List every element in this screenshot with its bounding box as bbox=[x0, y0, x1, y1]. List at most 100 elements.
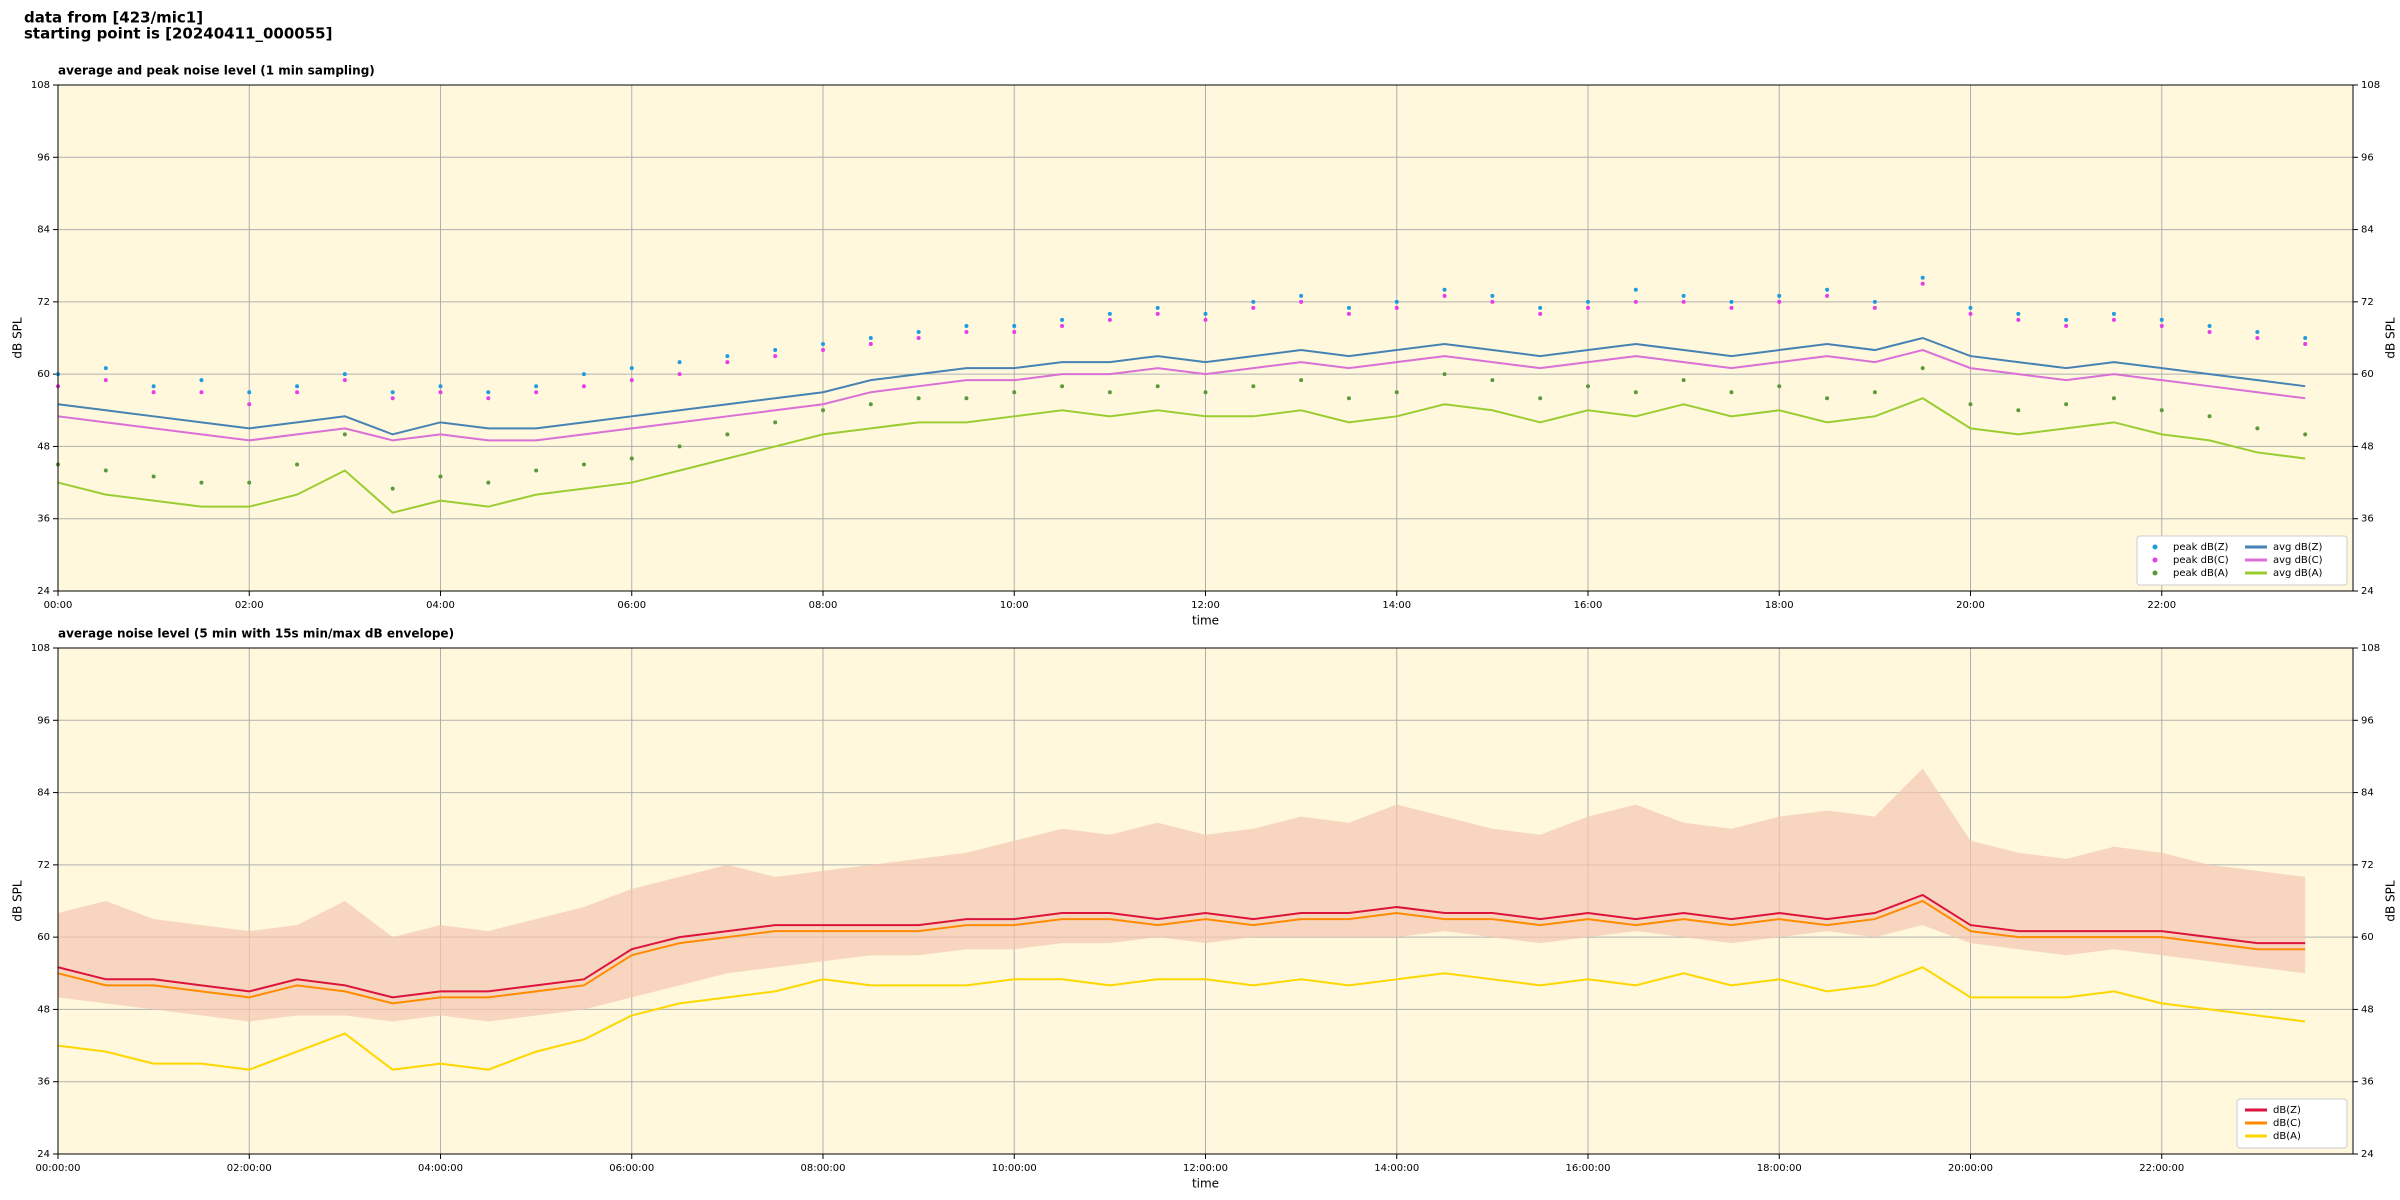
peak-point bbox=[390, 390, 395, 395]
peak-point bbox=[103, 378, 108, 383]
plot-frame bbox=[57, 647, 2354, 1155]
peak-point bbox=[1442, 293, 1447, 298]
peak-point bbox=[247, 402, 252, 407]
y-tick-label-right: 36 bbox=[2361, 1077, 2374, 1088]
peak-point bbox=[1968, 311, 1973, 316]
peak-point bbox=[677, 360, 682, 365]
peak-point bbox=[534, 384, 539, 389]
peak-point bbox=[868, 336, 873, 340]
peak-point bbox=[1777, 384, 1782, 389]
peak-point bbox=[1394, 305, 1399, 310]
peak-point bbox=[1155, 305, 1160, 310]
x-tick-label: 10:00:00 bbox=[992, 1163, 1037, 1174]
legend-label: peak dB(Z) bbox=[2173, 542, 2229, 553]
y-tick-label: 108 bbox=[31, 643, 50, 654]
peak-point bbox=[1633, 299, 1638, 304]
x-tick-label: 16:00 bbox=[1574, 600, 1603, 611]
peak-point bbox=[199, 378, 204, 383]
peak-point bbox=[1777, 293, 1782, 298]
y-axis-label: dB SPL bbox=[11, 880, 25, 922]
series-line bbox=[57, 397, 2306, 514]
peak-point bbox=[390, 486, 395, 491]
peak-point bbox=[151, 474, 156, 479]
x-tick-label: 04:00 bbox=[426, 600, 455, 611]
peak-point bbox=[629, 456, 634, 461]
peak-point bbox=[2111, 317, 2116, 322]
legend-label: peak dB(C) bbox=[2173, 555, 2229, 566]
y-tick-label-right: 84 bbox=[2361, 225, 2374, 236]
peak-point bbox=[1251, 305, 1256, 310]
x-tick-label: 08:00:00 bbox=[801, 1163, 846, 1174]
legend-label: avg dB(Z) bbox=[2273, 542, 2323, 553]
peak-point bbox=[2016, 311, 2021, 316]
peak-point bbox=[438, 384, 443, 389]
peak-point bbox=[2159, 317, 2164, 322]
peak-point bbox=[1729, 305, 1734, 310]
x-tick-label: 20:00:00 bbox=[1948, 1163, 1993, 1174]
peak-point bbox=[725, 354, 730, 359]
x-tick-label: 02:00 bbox=[235, 600, 264, 611]
y-tick-label-right: 72 bbox=[2361, 860, 2374, 871]
x-tick-label: 06:00 bbox=[617, 600, 646, 611]
peak-point bbox=[1107, 390, 1112, 395]
legend-label: avg dB(C) bbox=[2273, 555, 2323, 566]
series-line bbox=[57, 336, 2306, 436]
peak-point bbox=[438, 390, 443, 395]
y-tick-label-right: 24 bbox=[2361, 1149, 2374, 1160]
chart-title: average noise level (5 min with 15s min/… bbox=[58, 627, 454, 641]
x-axis-label: time bbox=[1192, 614, 1219, 628]
peak-point bbox=[725, 432, 730, 437]
y-tick-label: 72 bbox=[37, 297, 50, 308]
peak-point bbox=[1346, 396, 1351, 401]
x-axis-label: time bbox=[1192, 1177, 1219, 1191]
peak-point bbox=[677, 372, 682, 377]
peak-point bbox=[916, 329, 921, 334]
peak-point bbox=[486, 390, 491, 395]
peak-point bbox=[2016, 317, 2021, 322]
legend-label: dB(Z) bbox=[2273, 1105, 2301, 1116]
x-tick-label: 16:00:00 bbox=[1566, 1163, 1611, 1174]
y-tick-label: 96 bbox=[37, 152, 50, 163]
legend-marker bbox=[2152, 570, 2158, 576]
peak-point bbox=[1155, 311, 1160, 316]
peak-point bbox=[534, 468, 539, 473]
peak-point bbox=[1825, 396, 1830, 401]
peak-point bbox=[1586, 384, 1590, 389]
y-tick-label: 84 bbox=[37, 225, 50, 236]
peak-point bbox=[199, 390, 204, 395]
peak-point bbox=[677, 444, 682, 449]
y-axis-label-right: dB SPL bbox=[2384, 317, 2398, 359]
peak-point bbox=[1777, 299, 1782, 304]
peak-point bbox=[2303, 336, 2308, 340]
series-line bbox=[57, 893, 2306, 999]
peak-point bbox=[1203, 390, 1208, 395]
envelope bbox=[58, 768, 2306, 1022]
peak-point bbox=[916, 396, 921, 401]
peak-point bbox=[247, 390, 252, 395]
y-tick-label-right: 36 bbox=[2361, 514, 2374, 525]
y-tick-label-right: 72 bbox=[2361, 297, 2374, 308]
y-tick-label: 48 bbox=[37, 1004, 50, 1015]
peak-point bbox=[1920, 281, 1925, 286]
y-tick-label: 36 bbox=[37, 1077, 50, 1088]
peak-point bbox=[1825, 287, 1830, 292]
peak-point bbox=[151, 384, 156, 389]
x-tick-label: 18:00:00 bbox=[1757, 1163, 1802, 1174]
peak-point bbox=[199, 480, 204, 485]
y-tick-label-right: 108 bbox=[2361, 80, 2380, 91]
peak-point bbox=[2111, 311, 2116, 316]
series-line bbox=[57, 899, 2306, 1005]
legend-marker bbox=[2152, 557, 2158, 563]
peak-point bbox=[2255, 336, 2260, 340]
peak-point bbox=[1107, 317, 1112, 322]
x-tick-label: 00:00:00 bbox=[36, 1163, 81, 1174]
y-tick-label: 72 bbox=[37, 860, 50, 871]
peak-point bbox=[295, 390, 300, 395]
peak-point bbox=[1538, 396, 1543, 401]
peak-point bbox=[964, 323, 969, 328]
peak-point bbox=[1538, 311, 1543, 316]
peak-point bbox=[1490, 299, 1495, 304]
peak-point bbox=[2159, 408, 2164, 413]
y-tick-label-right: 48 bbox=[2361, 1004, 2374, 1015]
header-line2: starting point is [20240411_000055] bbox=[24, 25, 332, 43]
